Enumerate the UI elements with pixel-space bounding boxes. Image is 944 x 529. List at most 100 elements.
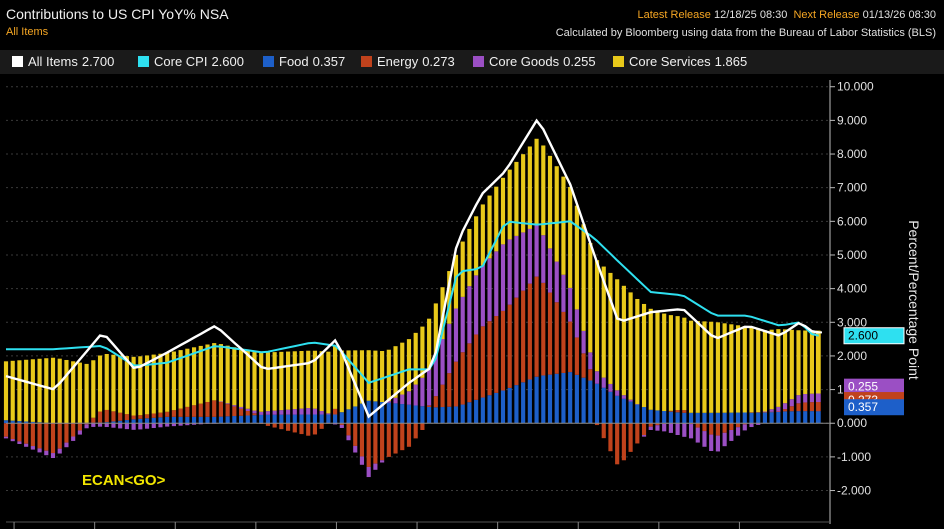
bar-segment-food: [594, 383, 600, 424]
legend-item-energy[interactable]: Energy 0.273: [361, 54, 455, 69]
legend-label: Food: [279, 54, 309, 69]
bar-segment-services: [554, 166, 559, 262]
bar-segment-food: [756, 412, 761, 424]
bar-segment-goods: [17, 441, 22, 444]
legend-item-core-cpi[interactable]: Core CPI 2.600: [138, 54, 244, 69]
bar-segment-goods: [581, 330, 586, 354]
bar-segment-food: [346, 409, 351, 424]
bar-segment-energy: [467, 343, 472, 403]
bar-segment-energy: [312, 423, 318, 435]
bar-segment-energy: [514, 297, 519, 386]
bar-segment-services: [312, 350, 318, 409]
bar-segment-services: [534, 138, 539, 226]
bar-segment-food: [655, 410, 660, 424]
bar-segment-food: [568, 372, 573, 424]
bar-segment-services: [433, 303, 438, 355]
bar-segment-goods: [386, 401, 391, 403]
bar-segment-goods: [547, 248, 553, 293]
bar-segment-energy: [252, 413, 257, 416]
bar-segment-energy: [628, 423, 633, 452]
bar-segment-goods: [769, 409, 774, 412]
bar-segment-goods: [406, 391, 412, 405]
bar-segment-food: [259, 414, 264, 424]
bar-segment-services: [326, 351, 331, 414]
y-tick-label: -1.000: [837, 450, 871, 464]
bar-segment-services: [796, 330, 801, 396]
value-tag-label: 0.255: [848, 380, 878, 394]
bar-segment-goods: [561, 274, 566, 312]
legend-item-core-services[interactable]: Core Services 1.865: [613, 54, 747, 69]
bar-segment-goods: [71, 436, 76, 441]
bar-segment-goods: [615, 390, 620, 396]
bar-segment-services: [480, 204, 485, 266]
bar-segment-food: [534, 376, 539, 424]
bar-segment-food: [30, 421, 35, 424]
bar-segment-energy: [50, 423, 56, 454]
bar-segment-food: [306, 414, 311, 424]
bar-segment-food: [272, 414, 277, 424]
bar-segment-goods: [641, 435, 647, 437]
bar-segment-food: [198, 416, 203, 424]
bar-segment-food: [702, 412, 707, 424]
bar-segment-food: [151, 417, 156, 424]
y-tick-label: 6.000: [837, 214, 867, 228]
legend-item-core-goods[interactable]: Core Goods 0.255: [473, 54, 596, 69]
legend-swatch: [613, 56, 624, 67]
bar-segment-food: [762, 411, 768, 424]
bar-segment-food: [615, 395, 620, 424]
bar-segment-energy: [353, 423, 358, 446]
bar-segment-food: [111, 421, 116, 424]
bar-segment-goods: [601, 377, 606, 388]
bar-segment-energy: [373, 423, 378, 464]
legend-item-all-items[interactable]: All Items 2.700: [12, 54, 114, 69]
bar-segment-food: [675, 412, 680, 424]
bar-segment-goods: [420, 377, 425, 407]
legend-item-food[interactable]: Food 0.357: [263, 54, 345, 69]
bar-segment-goods: [111, 423, 116, 428]
bar-segment-services: [286, 351, 291, 410]
bar-segment-energy: [97, 411, 103, 423]
bar-segment-energy: [594, 423, 600, 426]
chart-area: 10.000 9.000 8.000 7.000 6.000 5.000 4.000 3.00…: [3, 80, 905, 529]
bar-segment-food: [225, 416, 230, 424]
bar-segment-energy: [427, 405, 432, 407]
bar-segment-services: [333, 345, 338, 409]
bar-segment-goods: [238, 406, 244, 409]
bar-segment-goods: [460, 296, 465, 353]
bar-segment-food: [433, 407, 438, 424]
bar-segment-services: [10, 360, 15, 421]
bar-segment-services: [299, 351, 304, 409]
bar-segment-energy: [608, 423, 613, 452]
bar-segment-food: [144, 418, 150, 424]
bar-segment-services: [124, 356, 129, 415]
bar-segment-energy: [547, 292, 553, 375]
bar-segment-food: [494, 392, 499, 424]
bar-segment-goods: [326, 413, 331, 415]
bar-segment-energy: [111, 411, 116, 422]
bar-segment-goods: [474, 275, 479, 335]
command-label[interactable]: ECAN<GO>: [82, 472, 166, 489]
bar-segment-services: [568, 186, 573, 288]
bar-segment-goods: [776, 406, 781, 412]
bar-segment-goods: [534, 225, 539, 277]
chart-subtitle[interactable]: All Items: [6, 26, 49, 38]
bar-segment-food: [789, 411, 794, 424]
bar-segment-energy: [286, 423, 291, 431]
bar-segment-energy: [225, 404, 230, 417]
bar-segment-food: [561, 372, 566, 424]
bar-segment-goods: [353, 445, 358, 453]
bar-segment-services: [24, 359, 29, 422]
bar-segment-food: [339, 412, 344, 424]
bar-segment-energy: [521, 290, 526, 383]
bar-segment-services: [212, 343, 217, 401]
latest-release-label: Latest Release: [637, 9, 711, 21]
bar-segment-goods: [104, 423, 109, 428]
bar-segment-goods: [568, 287, 573, 322]
bar-segment-goods: [393, 397, 398, 404]
source-note: Calculated by Bloomberg using data from …: [555, 27, 936, 39]
bar-segment-energy: [809, 402, 815, 412]
bar-segment-goods: [427, 369, 432, 406]
bar-segment-goods: [64, 442, 69, 448]
bar-segment-services: [191, 347, 197, 406]
bar-segment-services: [427, 318, 432, 370]
